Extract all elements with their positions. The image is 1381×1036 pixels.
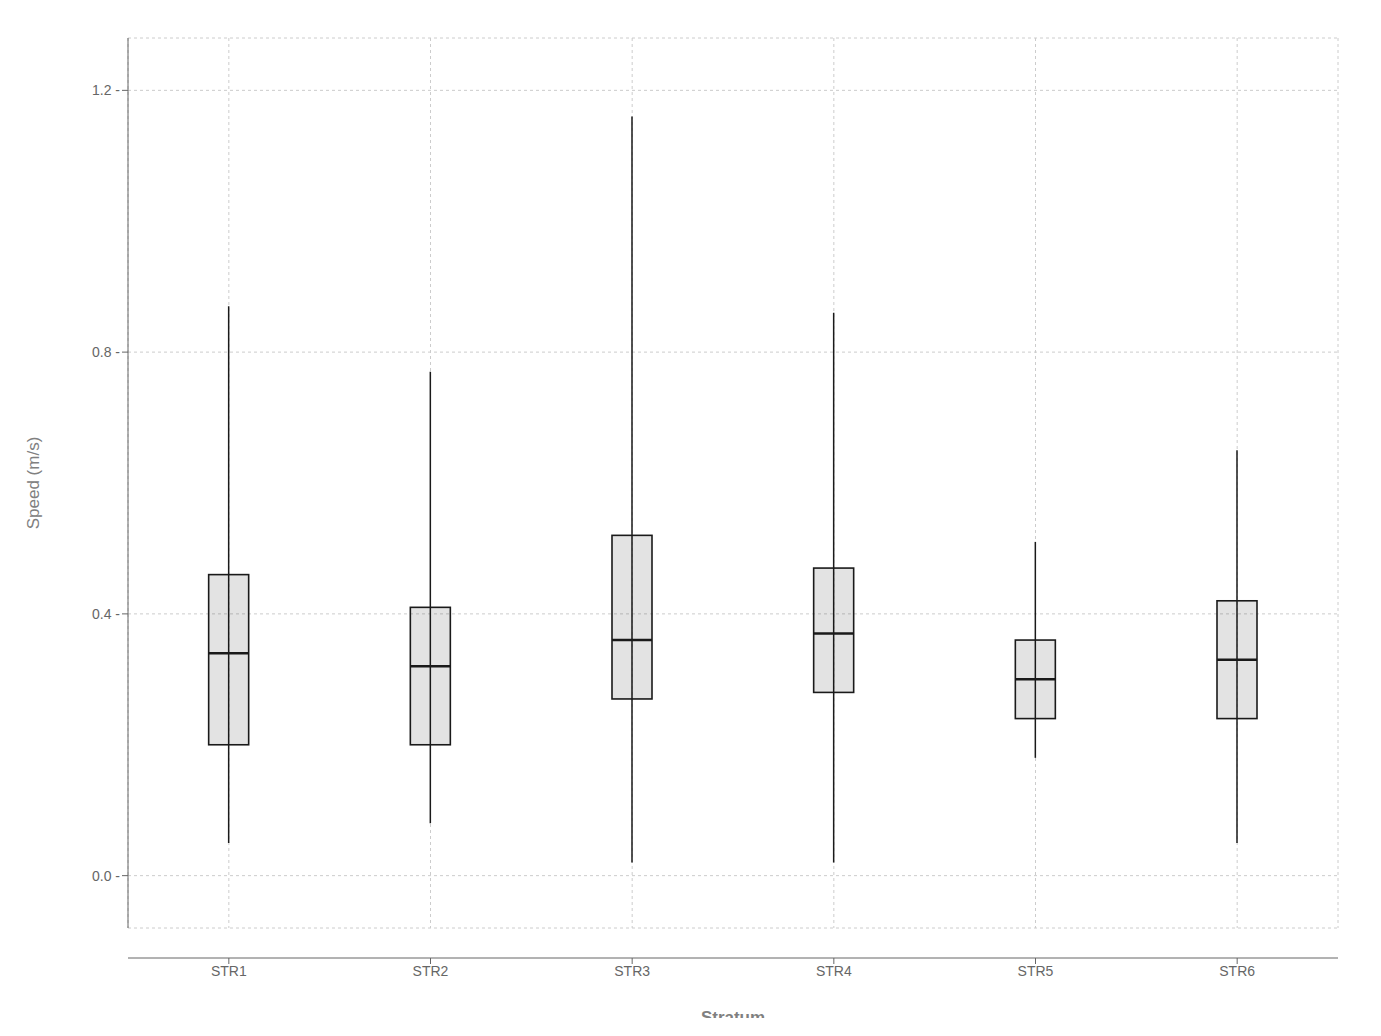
svg-text:STR6: STR6	[1219, 963, 1255, 979]
svg-text:Stratum: Stratum	[701, 1008, 765, 1018]
svg-text:Speed (m/s): Speed (m/s)	[24, 437, 43, 530]
svg-text:STR1: STR1	[211, 963, 247, 979]
svg-text:1.2 -: 1.2 -	[92, 82, 120, 98]
svg-text:0.8 -: 0.8 -	[92, 344, 120, 360]
svg-text:0.0 -: 0.0 -	[92, 868, 120, 884]
svg-text:0.4 -: 0.4 -	[92, 606, 120, 622]
svg-text:STR2: STR2	[413, 963, 449, 979]
svg-text:STR3: STR3	[614, 963, 650, 979]
svg-text:STR4: STR4	[816, 963, 852, 979]
svg-text:STR5: STR5	[1018, 963, 1054, 979]
